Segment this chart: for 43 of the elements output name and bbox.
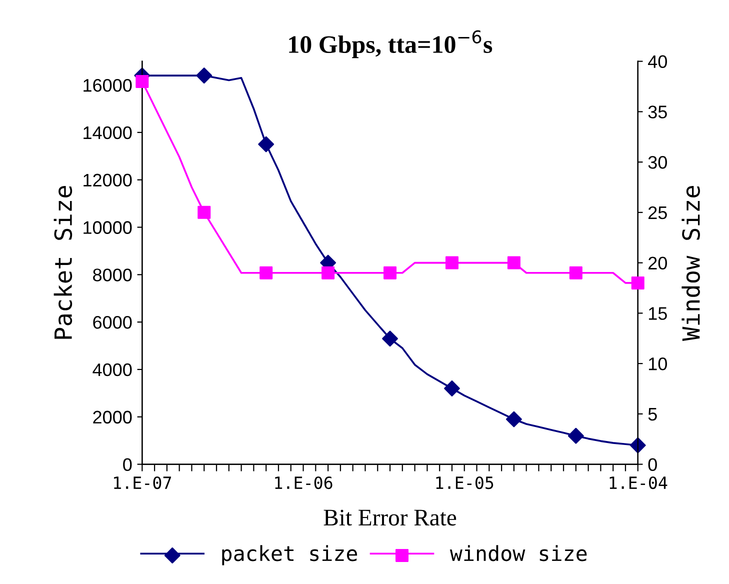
point: [258, 136, 274, 152]
y-tick-label: 2000: [93, 410, 132, 424]
y2-tick-label: 5: [648, 408, 657, 421]
point: [507, 256, 520, 270]
y-tick-label: 6000: [93, 316, 132, 329]
point: [260, 266, 273, 280]
y2-tick-label: 30: [648, 156, 667, 169]
x-axis-title: Bit Error Rate: [324, 510, 456, 526]
x-tick-label: 1.E-05: [436, 476, 494, 490]
point: [384, 266, 397, 280]
x-tick-label: 1.E-06: [275, 476, 332, 490]
y-tick-label: 16000: [84, 78, 132, 92]
x-tick-label: 1.E-07: [114, 476, 172, 490]
y-tick-label: 8000: [93, 268, 132, 282]
point: [136, 74, 149, 88]
point: [198, 206, 211, 219]
point: [506, 411, 522, 428]
point: [382, 330, 398, 347]
point: [631, 276, 644, 290]
y2-axis-title: Window Size: [682, 186, 700, 341]
chart-title: 10 Gbps, tta=10$^{−6}$s: [289, 30, 492, 58]
point: [445, 256, 458, 270]
point: [322, 266, 335, 280]
y-tick-label: 4000: [92, 363, 132, 376]
y-tick-label: 12000: [84, 174, 132, 187]
point: [196, 68, 212, 84]
y2-tick-label: 25: [648, 206, 667, 220]
legend-label: window size: [450, 545, 587, 562]
point: [569, 266, 582, 280]
point: [568, 428, 584, 444]
y-tick-label: 10000: [84, 221, 132, 234]
y2-tick-label: 10: [648, 357, 667, 370]
y-tick-label: 14000: [84, 126, 132, 140]
y2-tick-label: 15: [648, 307, 667, 320]
x-tick-label: 1.E-04: [610, 476, 668, 490]
y-tick-label: 0: [123, 458, 132, 471]
y-axis-title: Packet Size: [54, 186, 72, 339]
y2-tick-label: 35: [648, 106, 667, 118]
y2-tick-label: 40: [648, 55, 667, 68]
y2-tick-label: 0: [648, 458, 657, 471]
y2-tick-label: 20: [648, 256, 667, 270]
point: [444, 380, 460, 396]
legend-label: packet size: [222, 545, 358, 566]
